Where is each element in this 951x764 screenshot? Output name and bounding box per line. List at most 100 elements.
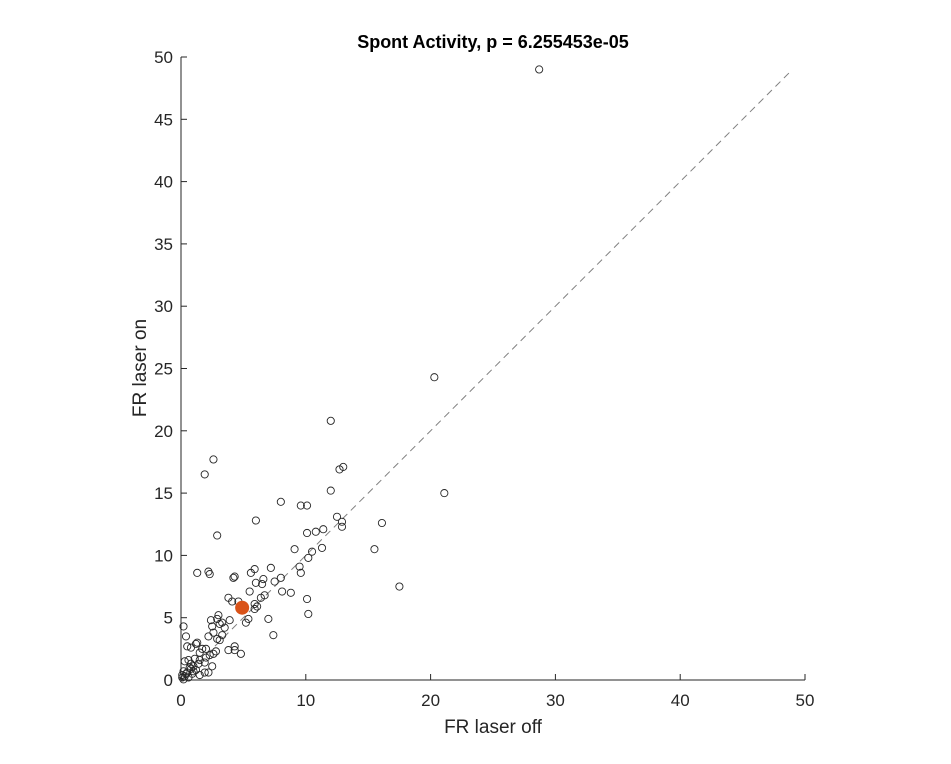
- data-point: [220, 623, 229, 632]
- data-point: [296, 568, 305, 577]
- data-point: [230, 646, 239, 655]
- data-point: [193, 568, 202, 577]
- y-tick-label: 10: [154, 546, 173, 565]
- data-point: [319, 525, 328, 534]
- data-point: [286, 588, 295, 597]
- data-point: [307, 547, 317, 556]
- data-point: [178, 670, 187, 680]
- data-point: [304, 553, 313, 562]
- data-point: [440, 489, 449, 498]
- plot-area: [178, 65, 791, 684]
- y-tick-label: 50: [154, 48, 173, 67]
- data-point: [224, 646, 233, 655]
- y-tick-label: 45: [154, 110, 173, 129]
- data-point: [208, 662, 217, 671]
- x-tick-label: 40: [671, 691, 690, 710]
- data-point: [311, 527, 320, 536]
- y-tick-label: 30: [154, 297, 173, 316]
- data-point: [209, 649, 218, 658]
- data-point: [337, 517, 347, 526]
- x-axis-label: FR laser off: [444, 717, 543, 738]
- data-point: [270, 577, 279, 586]
- data-point: [335, 465, 344, 474]
- y-tick-label: 25: [154, 360, 173, 379]
- chart-title: Spont Activity, p = 6.255453e-05: [357, 32, 629, 52]
- data-point: [204, 668, 213, 677]
- data-point: [264, 614, 273, 623]
- data-point: [183, 642, 192, 651]
- data-point: [184, 656, 193, 665]
- data-point: [229, 573, 238, 582]
- data-point: [304, 609, 313, 619]
- data-point: [302, 528, 312, 538]
- mean-point: [235, 600, 250, 615]
- data-point: [253, 602, 262, 611]
- data-point: [241, 618, 250, 627]
- data-point: [211, 647, 220, 656]
- data-point: [250, 565, 259, 574]
- data-point: [215, 636, 224, 645]
- data-point: [430, 373, 439, 382]
- x-tick-label: 0: [176, 691, 185, 710]
- data-point: [200, 470, 209, 479]
- data-point: [332, 512, 342, 521]
- data-point: [179, 667, 188, 676]
- data-point: [208, 622, 217, 631]
- data-point: [206, 616, 216, 625]
- data-point: [195, 656, 204, 665]
- x-tick-label: 30: [546, 691, 565, 710]
- data-point: [535, 65, 544, 74]
- data-point: [195, 670, 204, 680]
- data-point: [251, 578, 260, 587]
- data-point: [256, 593, 265, 602]
- data-point: [250, 599, 259, 609]
- data-point: [269, 631, 278, 640]
- data-point: [225, 616, 234, 625]
- data-point: [230, 642, 239, 651]
- data-point: [179, 622, 188, 631]
- data-point: [302, 501, 312, 510]
- data-point: [377, 518, 386, 528]
- data-point: [278, 587, 287, 596]
- data-point: [337, 522, 347, 531]
- data-point: [228, 597, 237, 606]
- data-point: [259, 575, 268, 584]
- data-point: [326, 416, 335, 425]
- x-ticks: 0 10 20 30 40 50: [176, 674, 814, 710]
- y-axis-label: FR laser on: [130, 319, 151, 417]
- data-point: [204, 632, 213, 641]
- data-point: [326, 486, 335, 495]
- y-tick-label: 5: [164, 609, 173, 628]
- data-point: [230, 572, 239, 581]
- data-point: [258, 580, 267, 589]
- data-point: [317, 543, 327, 552]
- data-point: [200, 658, 209, 667]
- data-point: [251, 516, 260, 525]
- data-point: [201, 644, 211, 653]
- x-tick-label: 50: [796, 691, 815, 710]
- x-tick-label: 10: [296, 691, 315, 710]
- data-point: [193, 638, 202, 647]
- data-point: [181, 632, 191, 641]
- identity-reference-line: [180, 71, 791, 681]
- y-tick-label: 20: [154, 422, 173, 441]
- data-point: [189, 667, 198, 676]
- y-tick-label: 35: [154, 235, 173, 254]
- data-point: [250, 604, 259, 614]
- data-point: [395, 582, 404, 591]
- data-point: [191, 639, 201, 648]
- y-ticks: 0 5 10 15 20 25 30 35 40 45 50: [154, 48, 187, 690]
- data-point: [276, 497, 285, 506]
- data-point: [276, 573, 285, 582]
- data-point: [296, 501, 305, 510]
- data-point: [245, 587, 254, 596]
- data-point: [370, 545, 379, 554]
- y-tick-label: 0: [164, 671, 173, 690]
- data-point: [205, 570, 214, 579]
- data-point: [295, 562, 304, 571]
- data-point: [302, 594, 312, 604]
- data-point: [214, 611, 223, 620]
- data-point: [213, 531, 222, 540]
- data-point: [200, 668, 209, 677]
